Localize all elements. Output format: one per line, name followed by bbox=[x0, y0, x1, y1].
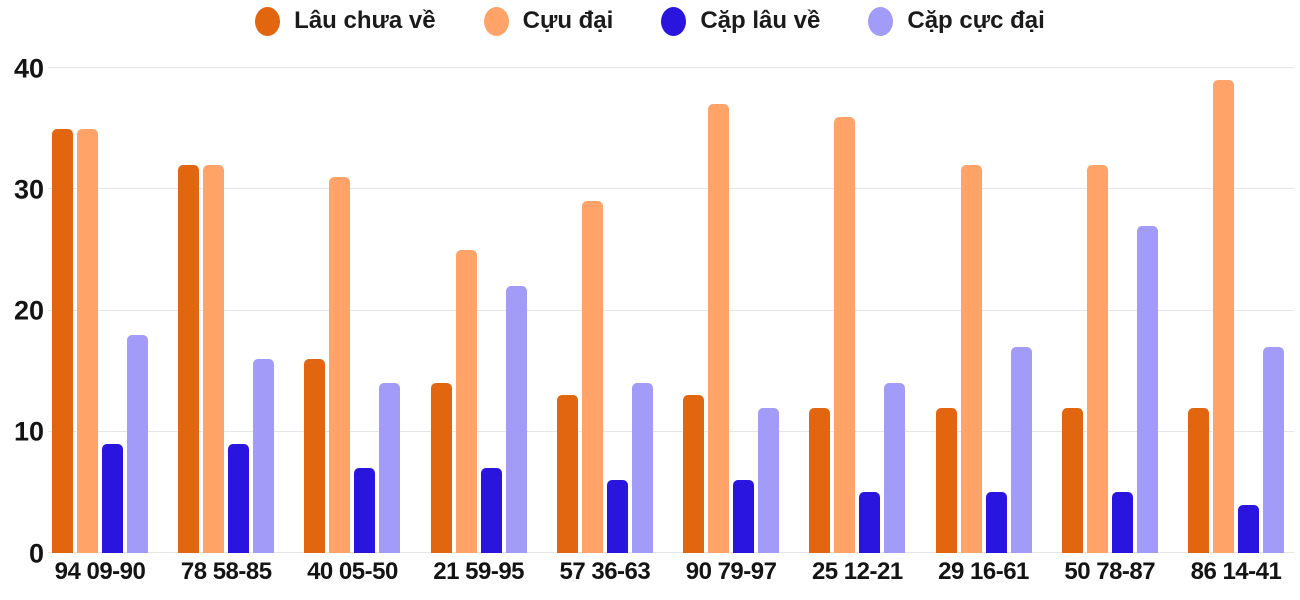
bar-cap-cuc-ai[interactable] bbox=[127, 334, 148, 553]
legend-item-cap-lau-ve[interactable]: Cặp lâu về bbox=[661, 6, 821, 36]
legend-label: Cặp cực đại bbox=[907, 7, 1045, 34]
legend-marker-icon bbox=[868, 6, 894, 36]
bar-cap-lau-ve[interactable] bbox=[733, 480, 755, 553]
x-axis-category-label: 29 16-61 bbox=[938, 558, 1029, 585]
y-axis-tick-label: 20 bbox=[13, 295, 44, 326]
bar-cuu-ai[interactable] bbox=[329, 177, 351, 553]
legend-item-cuu-ai[interactable]: Cựu đại bbox=[483, 6, 614, 36]
legend-marker-icon bbox=[255, 6, 281, 36]
bar-cap-lau-ve[interactable] bbox=[606, 480, 628, 553]
gridline-10 bbox=[48, 430, 1294, 432]
bar-cap-lau-ve[interactable] bbox=[1111, 492, 1133, 553]
bar-cap-cuc-ai[interactable] bbox=[1010, 346, 1032, 553]
plot-area: 0 10 20 30 40 bbox=[14, 55, 1294, 567]
bar-lau-chua-ve[interactable] bbox=[1187, 407, 1209, 553]
bar-cuu-ai[interactable] bbox=[203, 165, 225, 553]
bar-cap-lau-ve[interactable] bbox=[1237, 504, 1259, 553]
bar-group-90-79-97 bbox=[683, 68, 780, 553]
bar-lau-chua-ve[interactable] bbox=[809, 407, 831, 553]
gridline-40 bbox=[48, 67, 1294, 68]
legend-marker-icon bbox=[483, 6, 509, 36]
x-axis-category-label: 21 59-95 bbox=[433, 558, 525, 585]
bar-lau-chua-ve[interactable] bbox=[935, 407, 957, 553]
bar-cap-lau-ve[interactable] bbox=[480, 468, 502, 553]
bar-groups bbox=[48, 68, 1294, 553]
legend-item-cap-cuc-ai[interactable]: Cặp cực đại bbox=[868, 6, 1045, 36]
legend-marker-icon bbox=[661, 6, 687, 36]
x-axis-category-label: 90 79-97 bbox=[685, 558, 777, 585]
bar-lau-chua-ve[interactable] bbox=[556, 395, 578, 553]
bar-group-94-09-90 bbox=[52, 68, 148, 553]
x-axis-category-label: 25 12-21 bbox=[811, 558, 903, 585]
bar-cuu-ai[interactable] bbox=[581, 201, 603, 553]
y-axis-tick-label: 0 bbox=[28, 538, 44, 568]
bar-cuu-ai[interactable] bbox=[77, 128, 98, 553]
bar-cap-cuc-ai[interactable] bbox=[758, 407, 780, 553]
bar-group-78-58-85 bbox=[178, 68, 275, 553]
y-axis-tick-label: 30 bbox=[13, 174, 44, 205]
bar-cap-cuc-ai[interactable] bbox=[253, 359, 275, 553]
bar-cuu-ai[interactable] bbox=[708, 104, 730, 553]
gridline-0 bbox=[48, 552, 1294, 553]
x-axis-category-label: 50 78-87 bbox=[1064, 558, 1156, 585]
bar-cap-lau-ve[interactable] bbox=[228, 443, 250, 553]
x-axis: 94 09-90 78 58-85 40 05-50 21 59-95 57 36-63… bbox=[48, 558, 1294, 594]
bar-group-21-59-95 bbox=[430, 68, 527, 553]
y-axis-tick-label: 40 bbox=[13, 53, 44, 83]
y-axis-tick-label: 10 bbox=[13, 416, 44, 447]
legend-label: Cựu đại bbox=[522, 7, 614, 34]
legend-item-lau-chua-ve[interactable]: Lâu chưa về bbox=[255, 6, 436, 36]
bar-cap-lau-ve[interactable] bbox=[859, 492, 881, 553]
x-axis-category-label: 40 05-50 bbox=[307, 558, 398, 585]
bar-cap-cuc-ai[interactable] bbox=[1262, 346, 1284, 553]
bar-cap-cuc-ai[interactable] bbox=[505, 286, 527, 553]
bar-group-29-16-61 bbox=[935, 68, 1032, 553]
bar-group-57-36-63 bbox=[556, 68, 653, 553]
legend-label: Cặp lâu về bbox=[700, 7, 821, 34]
legend: Lâu chưa về Cựu đại Cặp lâu về Cặp cực đại bbox=[0, 2, 1300, 40]
bar-cap-lau-ve[interactable] bbox=[354, 468, 376, 553]
bar-lau-chua-ve[interactable] bbox=[52, 128, 73, 553]
bar-cap-cuc-ai[interactable] bbox=[1136, 225, 1158, 553]
bar-lau-chua-ve[interactable] bbox=[304, 359, 326, 553]
bar-cuu-ai[interactable] bbox=[960, 165, 982, 553]
bar-cuu-ai[interactable] bbox=[834, 116, 856, 553]
bar-group-40-05-50 bbox=[304, 68, 401, 553]
gridline-20 bbox=[48, 309, 1294, 311]
bar-cuu-ai[interactable] bbox=[1212, 80, 1234, 553]
bar-cuu-ai[interactable] bbox=[455, 249, 477, 553]
bar-lau-chua-ve[interactable] bbox=[1061, 407, 1083, 553]
bar-lau-chua-ve[interactable] bbox=[683, 395, 705, 553]
bar-cap-cuc-ai[interactable] bbox=[631, 383, 653, 553]
bar-group-25-12-21 bbox=[809, 68, 906, 553]
bar-lau-chua-ve[interactable] bbox=[430, 383, 452, 553]
bar-cuu-ai[interactable] bbox=[1086, 165, 1108, 553]
bar-group-50-78-87 bbox=[1061, 68, 1158, 553]
x-axis-category-label: 86 14-41 bbox=[1190, 558, 1282, 585]
bar-cap-cuc-ai[interactable] bbox=[884, 383, 906, 553]
legend-label: Lâu chưa về bbox=[294, 7, 436, 34]
x-axis-category-label: 78 58-85 bbox=[180, 558, 272, 585]
gridline-30 bbox=[48, 188, 1294, 190]
bar-cap-cuc-ai[interactable] bbox=[379, 383, 401, 553]
x-axis-category-label: 94 09-90 bbox=[54, 558, 146, 585]
bar-cap-lau-ve[interactable] bbox=[985, 492, 1007, 553]
bar-lau-chua-ve[interactable] bbox=[178, 165, 200, 553]
bar-group-86-14-41 bbox=[1187, 68, 1284, 553]
x-axis-category-label: 57 36-63 bbox=[559, 558, 651, 585]
bar-cap-lau-ve[interactable] bbox=[102, 443, 123, 553]
